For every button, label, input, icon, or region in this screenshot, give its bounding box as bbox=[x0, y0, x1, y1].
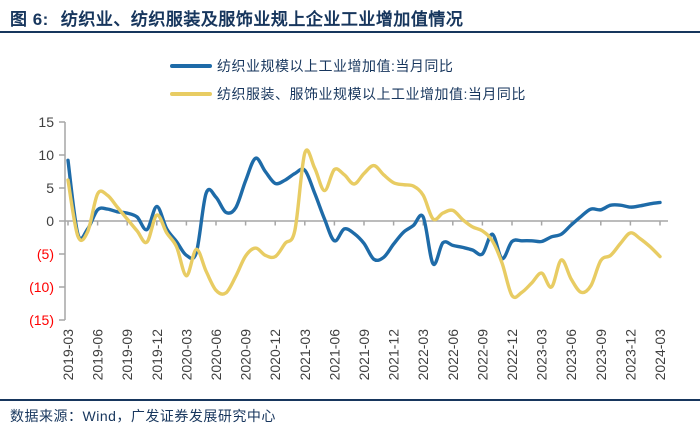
legend-label: 纺织服装、服饰业规模以上工业增加值:当月同比 bbox=[217, 85, 526, 102]
x-tick-label: 2020-03 bbox=[178, 329, 194, 381]
x-tick-label: 2022-06 bbox=[445, 329, 461, 381]
x-tick-label: 2020-09 bbox=[238, 329, 254, 381]
x-tick-label: 2019-06 bbox=[90, 329, 106, 381]
chart-legend: 纺织业规模以上工业增加值:当月同比 纺织服装、服饰业规模以上工业增加值:当月同比 bbox=[170, 57, 526, 102]
footer-divider bbox=[0, 399, 700, 401]
x-tick-label: 2021-06 bbox=[326, 329, 342, 381]
y-tick-label: 0 bbox=[46, 213, 54, 229]
y-tick-label: 15 bbox=[38, 114, 54, 130]
x-tick-label: 2023-03 bbox=[534, 329, 550, 381]
x-tick-label: 2022-09 bbox=[474, 329, 490, 381]
series-line-textile bbox=[66, 156, 662, 267]
line-chart: 15 10 5 0 (5) (10) (15) 2019-03 2019-06 2019-09 20… bbox=[29, 114, 668, 381]
x-tick-label: 2023-06 bbox=[563, 329, 579, 381]
page-title: 图 6: 纺织业、纺织服装及服饰业规上企业工业增加值情况 bbox=[10, 5, 463, 30]
y-tick-label: (15) bbox=[29, 312, 54, 328]
x-tick-label: 2022-12 bbox=[504, 329, 520, 381]
x-tick-label: 2019-12 bbox=[149, 329, 165, 381]
x-tick-label: 2023-09 bbox=[593, 329, 609, 381]
x-tick-label: 2021-12 bbox=[386, 329, 402, 381]
x-tick-label: 2019-09 bbox=[119, 329, 135, 381]
x-tick-label: 2020-06 bbox=[208, 329, 224, 381]
series-line-apparel bbox=[66, 148, 662, 300]
x-tick-label: 2022-03 bbox=[415, 329, 431, 381]
legend-item-apparel: 纺织服装、服饰业规模以上工业增加值:当月同比 bbox=[170, 85, 526, 102]
x-tick-label: 2021-03 bbox=[297, 329, 313, 381]
data-source-note: 数据来源：Wind，广发证券发展研究中心 bbox=[10, 408, 276, 424]
legend-line-swatch-blue bbox=[170, 63, 212, 68]
title-divider bbox=[0, 31, 700, 33]
y-tick-label: (10) bbox=[29, 279, 54, 295]
y-tick-label: (5) bbox=[37, 246, 54, 262]
legend-label: 纺织业规模以上工业增加值:当月同比 bbox=[217, 57, 454, 74]
figure-number-label: 图 6: bbox=[10, 10, 49, 29]
x-tick-label: 2021-09 bbox=[356, 329, 372, 381]
figure-title-text: 纺织业、纺织服装及服饰业规上企业工业增加值情况 bbox=[60, 10, 464, 29]
legend-item-textile: 纺织业规模以上工业增加值:当月同比 bbox=[170, 57, 526, 74]
legend-line-swatch-yellow bbox=[170, 91, 212, 96]
x-tick-label: 2023-12 bbox=[622, 329, 638, 381]
x-tick-label: 2020-12 bbox=[267, 329, 283, 381]
y-tick-label: 5 bbox=[46, 180, 54, 196]
x-tick-label: 2024-03 bbox=[652, 329, 668, 381]
y-tick-label: 10 bbox=[38, 147, 54, 163]
x-tick-label: 2019-03 bbox=[60, 329, 76, 381]
